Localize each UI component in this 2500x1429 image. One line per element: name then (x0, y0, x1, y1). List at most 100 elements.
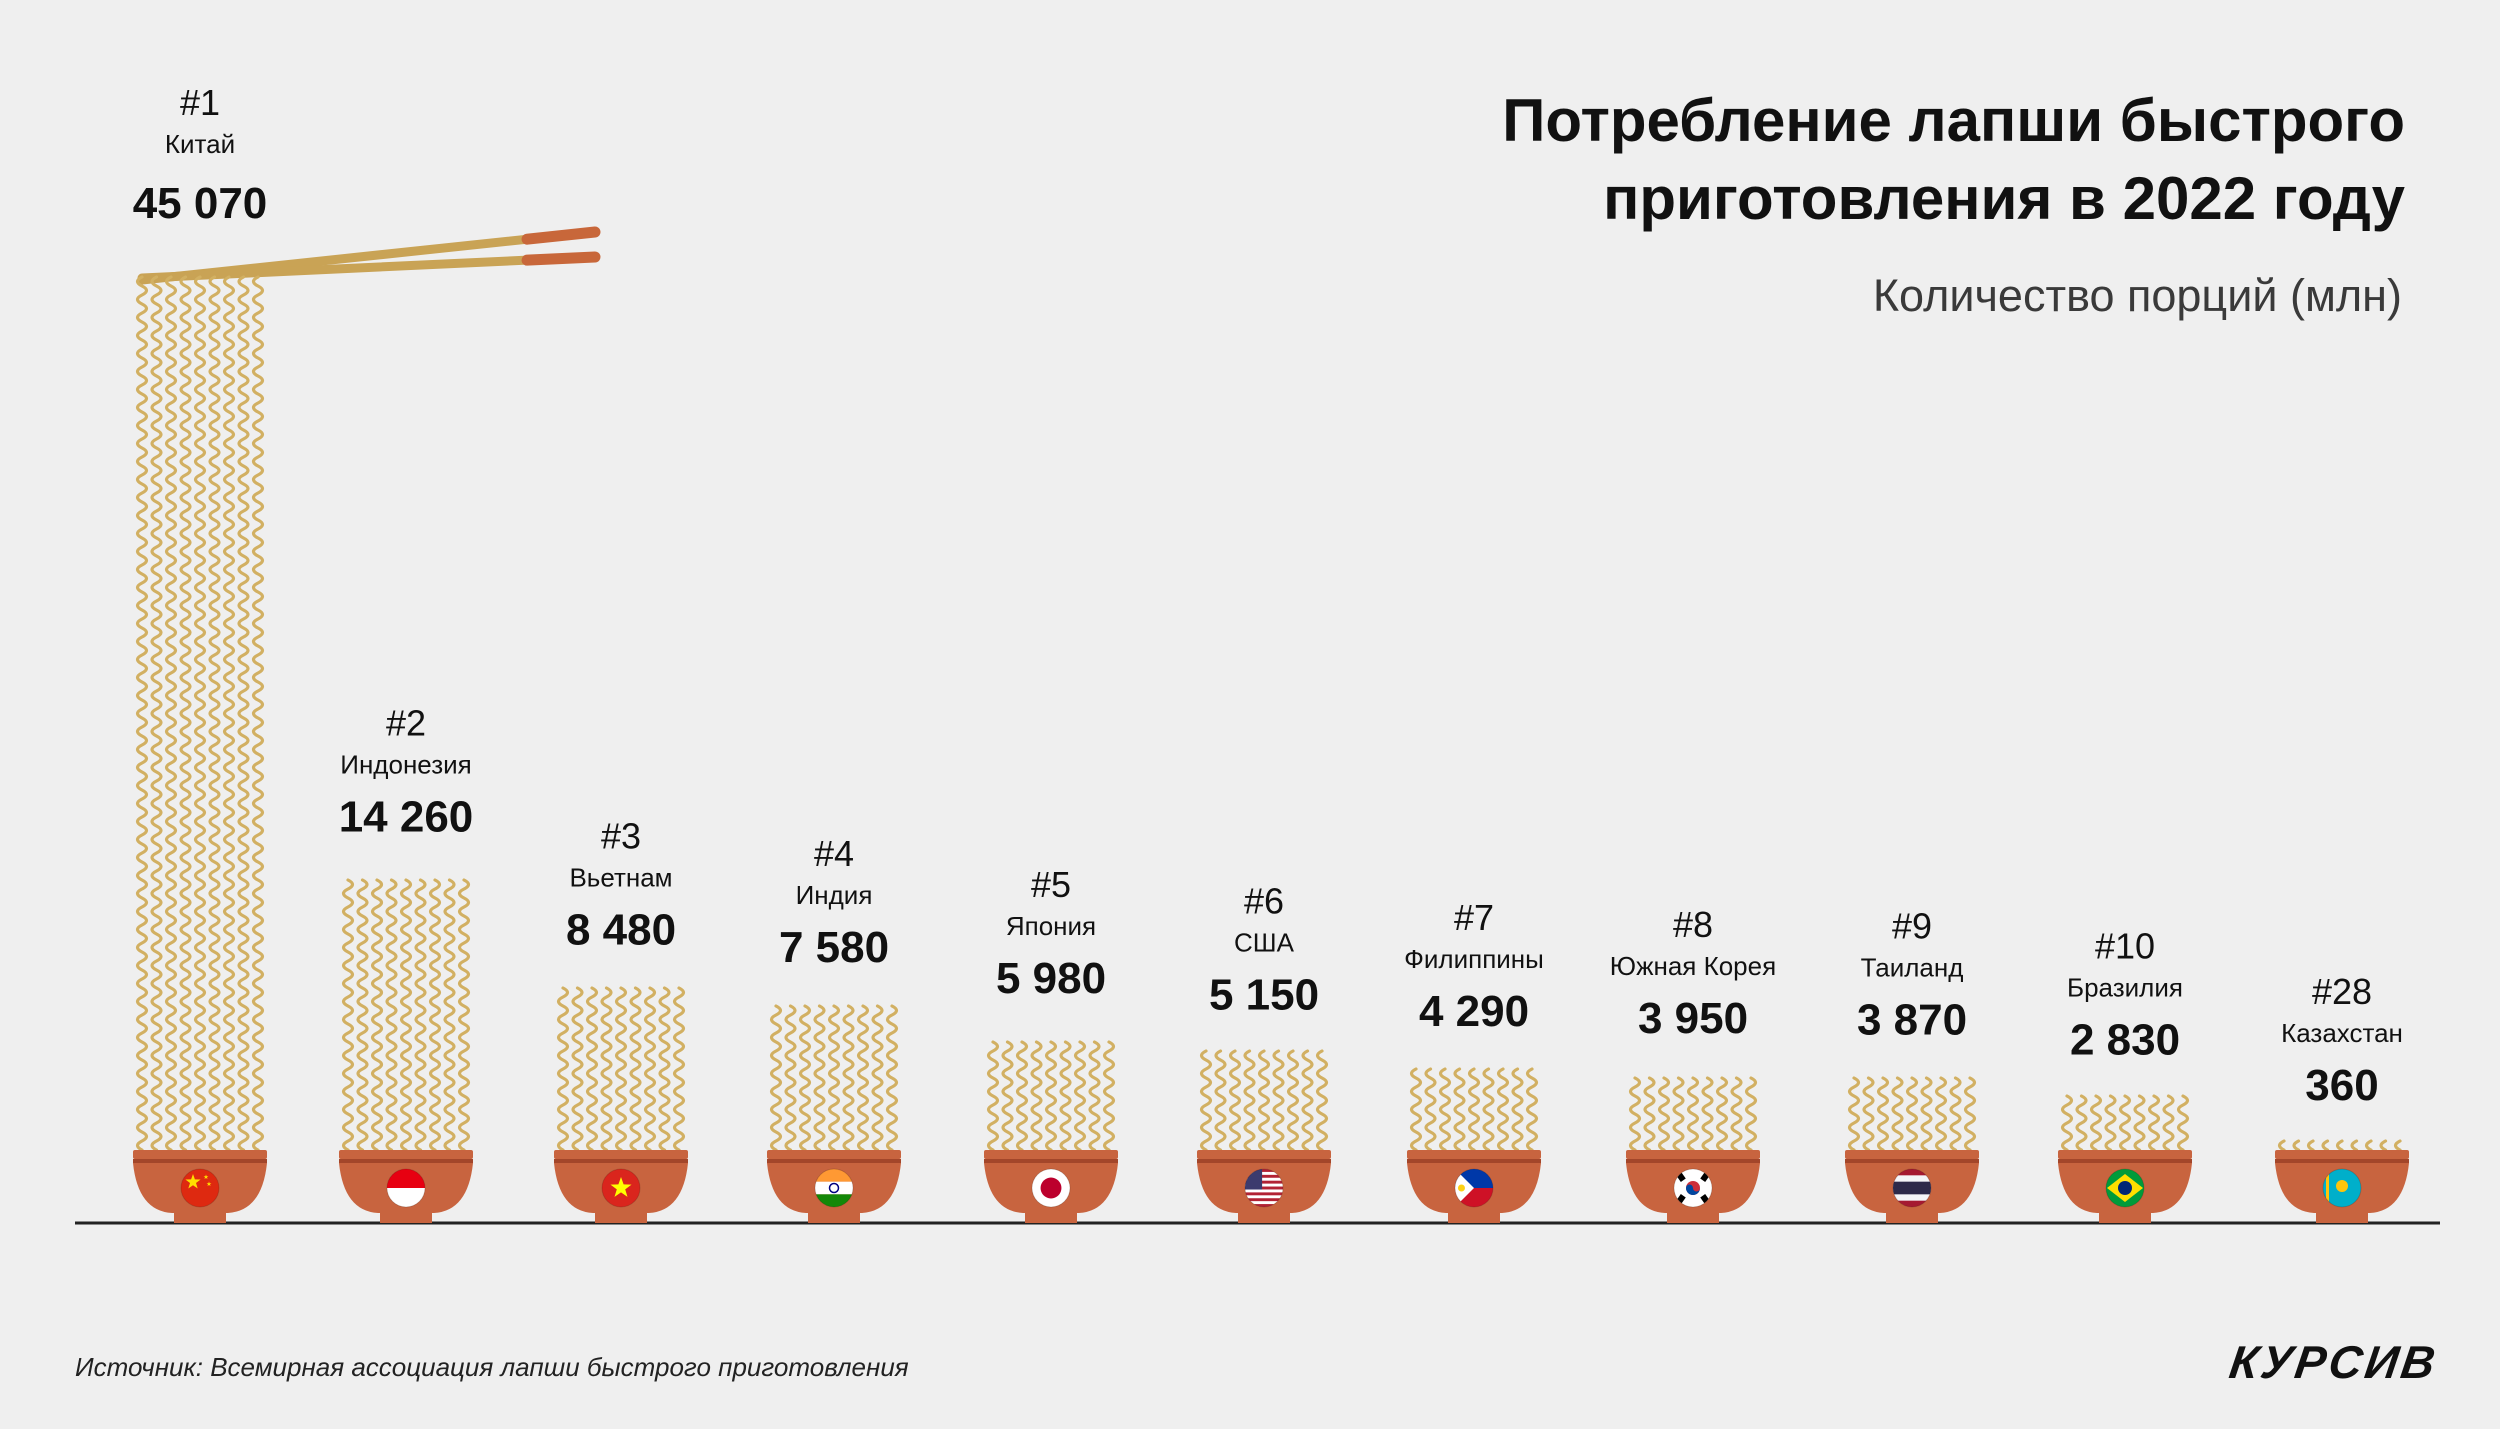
noodle-strand (1511, 1067, 1524, 1152)
bowl-foot (1448, 1212, 1500, 1223)
bowl-icon (2058, 1163, 2192, 1213)
noodle-strand (341, 878, 355, 1152)
value-label: 5 150 (1209, 970, 1319, 1019)
bar-3: #3 Вьетнам 8 480 (554, 815, 688, 1223)
bar-2: #2 Индонезия 14 260 (339, 703, 473, 1223)
noodle-strand (1891, 1076, 1904, 1152)
noodle-strand (1686, 1076, 1700, 1152)
bowl-rim (767, 1150, 901, 1159)
noodle-strand (614, 986, 628, 1152)
noodle-strand (1088, 1040, 1101, 1152)
bowl-rim-shadow (1407, 1159, 1541, 1163)
bowl-foot (2099, 1212, 2151, 1223)
bowl-rim (984, 1150, 1118, 1159)
value-label: 45 070 (133, 179, 268, 228)
bowl-rim (1197, 1150, 1331, 1159)
noodle-strand (1409, 1067, 1423, 1152)
noodle-strand (2075, 1094, 2088, 1152)
vn-flag-icon (602, 1169, 640, 1207)
country-label: Индия (796, 880, 873, 910)
value-label: 3 950 (1638, 994, 1748, 1043)
bowl-rim (2058, 1150, 2192, 1159)
noodle-strand (1243, 1049, 1256, 1152)
noodle-strand (2379, 1139, 2388, 1152)
chopstick-tip (521, 251, 601, 266)
value-label: 5 980 (996, 954, 1106, 1003)
bowl-rim (2275, 1150, 2409, 1159)
noodle-strand (784, 1004, 797, 1152)
noodle-strand (2060, 1094, 2074, 1152)
kz-flag-icon (2323, 1169, 2361, 1207)
source-note: Источник: Всемирная ассоциация лапши быс… (75, 1352, 909, 1382)
bowl-rim (1626, 1150, 1760, 1159)
cn-flag-icon (181, 1169, 219, 1207)
country-label: Китай (165, 129, 235, 159)
noodle-strand (629, 986, 642, 1152)
bowl-rim-shadow (2058, 1159, 2192, 1163)
noodle-strand (1030, 1040, 1043, 1152)
noodle-strand (1001, 1040, 1014, 1152)
chopstick (137, 252, 600, 283)
noodle-strand (150, 275, 163, 1152)
noodle-strand (428, 878, 442, 1152)
bowl-foot (380, 1212, 432, 1223)
bowl-foot (174, 1212, 226, 1223)
rank-label: #1 (180, 82, 220, 123)
noodle-strand (414, 878, 427, 1152)
us-flag-icon (1245, 1169, 1283, 1207)
noodle-strand (1963, 1076, 1977, 1152)
bar-8: #8 Южная Корея 3 950 (1610, 904, 1776, 1223)
bowl-rim-shadow (1626, 1159, 1760, 1163)
noodle-strand (1315, 1049, 1329, 1152)
bowl-icon (767, 1163, 901, 1213)
noodle-strand (643, 986, 657, 1152)
noodle-strand (2292, 1139, 2301, 1152)
country-label: Таиланд (1861, 952, 1964, 982)
noodle-strand (370, 878, 384, 1152)
noodle-strand (1628, 1076, 1642, 1152)
noodle-strand (885, 1004, 899, 1152)
noodle-strand (237, 275, 250, 1152)
bowl-rim-shadow (1197, 1159, 1331, 1163)
noodle-strand (1701, 1076, 1714, 1152)
bowl-rim-shadow (339, 1159, 473, 1163)
bowl-rim (339, 1150, 473, 1159)
noodle-strand (1015, 1040, 1029, 1152)
noodle-strand (179, 275, 192, 1152)
rank-label: #8 (1673, 904, 1713, 945)
bowl-icon (2275, 1163, 2409, 1213)
noodle-strand (1672, 1076, 1685, 1152)
chart-subtitle: Количество порций (млн) (1872, 270, 2402, 321)
country-label: Южная Корея (1610, 951, 1776, 981)
noodle-strand (1905, 1076, 1919, 1152)
bowl-rim-shadow (984, 1159, 1118, 1163)
value-label: 7 580 (779, 923, 889, 972)
noodle-strand (1934, 1076, 1948, 1152)
bar-6: #6 США 5 150 (1197, 880, 1331, 1223)
rank-label: #7 (1454, 897, 1494, 938)
noodle-strand (2162, 1094, 2175, 1152)
noodle-strand (1453, 1067, 1466, 1152)
noodle-strand (356, 878, 369, 1152)
noodle-strand (2133, 1094, 2146, 1152)
bowl-icon (133, 1163, 267, 1213)
noodle-strand (1059, 1040, 1072, 1152)
noodle-strand (1525, 1067, 1539, 1152)
noodle-strand (1438, 1067, 1452, 1152)
rank-label: #5 (1031, 864, 1071, 905)
value-label: 3 870 (1857, 995, 1967, 1044)
bowl-rim-shadow (133, 1159, 267, 1163)
noodle-strand (193, 275, 207, 1152)
rank-label: #10 (2095, 926, 2155, 967)
bowl-icon (554, 1163, 688, 1213)
noodle-strand (135, 275, 149, 1152)
bar-7: #7 Филиппины 4 290 (1404, 897, 1544, 1223)
bar-11: #28 Казахстан 360 (2275, 971, 2409, 1223)
noodle-strand (769, 1004, 783, 1152)
bowl-rim (554, 1150, 688, 1159)
noodle-strand (2364, 1139, 2373, 1152)
country-label: Казахстан (2281, 1018, 2403, 1048)
bowl-foot (1667, 1212, 1719, 1223)
noodle-strand (164, 275, 178, 1152)
